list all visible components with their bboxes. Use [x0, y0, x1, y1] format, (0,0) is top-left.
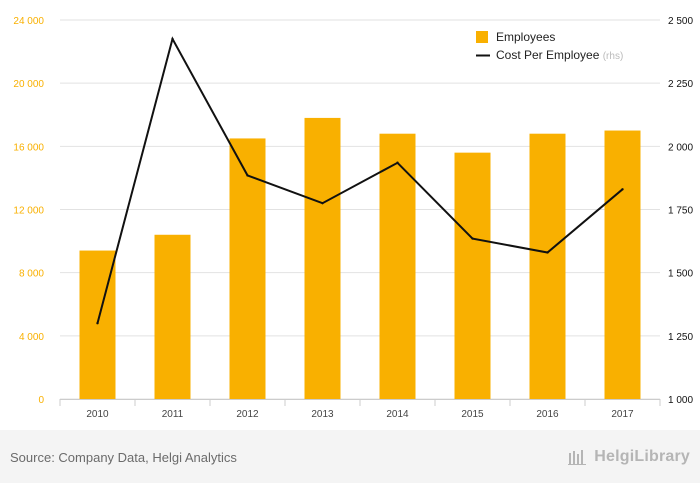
employees-bar [529, 133, 566, 399]
left-tick-label: 8 000 [19, 269, 44, 280]
cost-per-employee-point [321, 201, 324, 205]
employees-bar [604, 130, 641, 399]
left-tick-label: 0 [38, 395, 44, 406]
left-tick-label: 20 000 [13, 79, 44, 90]
employees-bar [379, 133, 416, 399]
right-tick-label: 2 500 [668, 16, 693, 27]
brand-logo: HelgiLibrary [568, 448, 690, 466]
right-tick-label: 2 250 [668, 79, 693, 90]
library-icon [568, 450, 587, 465]
cost-per-employee-point [396, 161, 399, 164]
x-tick-label: 2012 [236, 409, 259, 420]
x-tick-label: 2011 [162, 409, 184, 420]
x-tick-label: 2015 [461, 409, 484, 420]
legend-swatch-employees [476, 31, 488, 43]
footer: Source: Company Data, Helgi Analytics He… [0, 430, 700, 483]
right-tick-label: 1 000 [668, 395, 693, 406]
left-tick-label: 24 000 [13, 16, 44, 27]
chart: 0 4 000 8 000 12 000 16 000 20 000 24 000 1 000… [13, 16, 693, 420]
x-tick-label: 2010 [86, 409, 109, 420]
employees-bar [154, 234, 191, 399]
employees-bar [304, 117, 341, 400]
cost-per-employee-point [546, 251, 549, 254]
x-tick-label: 2016 [536, 409, 559, 420]
cost-per-employee-point [621, 188, 624, 191]
cost-per-employee-point [246, 174, 249, 177]
right-tick-label: 1 250 [668, 332, 693, 343]
right-tick-label: 1 500 [668, 269, 693, 280]
source-note: Source: Company Data, Helgi Analytics [10, 450, 237, 465]
employees-bar [454, 152, 491, 399]
legend-label-cost: Cost Per Employee (rhs) [496, 48, 623, 62]
cost-per-employee-point [96, 322, 99, 325]
left-tick-label: 4 000 [19, 332, 44, 343]
x-tick-label: 2013 [311, 409, 334, 420]
x-tick-label: 2014 [386, 409, 409, 420]
cost-per-employee-point [471, 237, 474, 240]
employees-bar [229, 138, 266, 399]
left-tick-label: 12 000 [13, 206, 44, 217]
brand-name: HelgiLibrary [594, 448, 690, 465]
left-tick-label: 16 000 [13, 142, 44, 153]
x-tick-label: 2017 [611, 409, 634, 420]
cost-per-employee-point [171, 37, 174, 41]
legend-label-employees: Employees [496, 30, 555, 44]
legend-rhs-suffix: (rhs) [603, 51, 624, 62]
right-tick-label: 1 750 [668, 206, 693, 217]
right-tick-label: 2 000 [668, 142, 693, 153]
cost-per-employee-line [96, 36, 624, 324]
